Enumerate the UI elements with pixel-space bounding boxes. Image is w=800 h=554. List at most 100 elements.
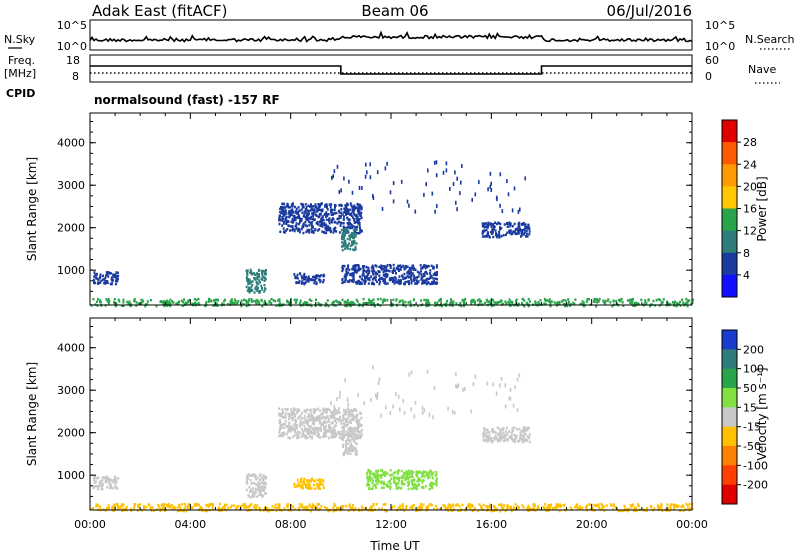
data-point <box>328 228 330 232</box>
colorbar-tick-label: 24 <box>743 158 757 171</box>
data-point <box>680 505 683 508</box>
data-point <box>426 472 429 475</box>
data-point <box>149 298 152 302</box>
range-tick-label: 1000 <box>57 469 85 482</box>
data-point <box>508 430 511 433</box>
data-point <box>502 234 505 237</box>
data-point <box>349 438 352 442</box>
data-point <box>348 242 350 245</box>
data-point <box>512 439 515 443</box>
data-point <box>369 479 372 482</box>
data-point <box>397 479 400 482</box>
data-point <box>333 414 336 417</box>
data-point <box>424 484 427 488</box>
data-point <box>113 503 115 507</box>
data-point <box>527 304 530 308</box>
data-point <box>591 507 594 510</box>
data-point <box>303 278 305 281</box>
data-point <box>486 505 489 508</box>
data-point <box>129 302 132 305</box>
data-point <box>445 304 448 307</box>
data-point <box>104 276 107 280</box>
data-point <box>528 226 531 230</box>
data-point <box>489 230 492 234</box>
data-point <box>379 277 382 280</box>
data-point <box>114 282 117 286</box>
data-point <box>325 416 328 419</box>
data-point <box>291 227 294 230</box>
data-point <box>430 503 433 506</box>
data-point <box>265 476 268 479</box>
data-point <box>377 480 380 483</box>
data-point <box>411 266 414 270</box>
data-point <box>307 210 310 213</box>
data-point <box>325 435 328 438</box>
data-point <box>250 298 253 301</box>
data-point <box>105 298 108 301</box>
data-point <box>297 434 300 437</box>
data-point <box>323 506 326 509</box>
range-tick-label: 1000 <box>57 264 85 277</box>
data-point <box>150 506 153 509</box>
data-point <box>292 214 295 218</box>
data-point <box>382 473 385 476</box>
freq-tick-top: 18 <box>66 54 80 67</box>
data-point <box>425 304 428 308</box>
data-point <box>635 301 638 305</box>
data-point <box>229 505 232 509</box>
sky-noise-panel: N.Sky 10^5 10^0 10^5 10^0 N.Search <box>4 19 795 53</box>
data-point <box>350 429 353 432</box>
data-point <box>261 487 264 490</box>
data-point <box>384 166 387 171</box>
data-point <box>298 209 301 212</box>
data-point <box>395 267 398 270</box>
data-point <box>534 303 537 306</box>
data-point <box>250 502 253 506</box>
data-point <box>350 204 353 207</box>
data-point <box>621 301 624 304</box>
data-point <box>360 436 362 439</box>
data-point <box>318 419 321 422</box>
data-point <box>466 506 469 509</box>
data-point <box>346 246 349 249</box>
data-point <box>263 272 266 276</box>
data-point <box>555 503 558 506</box>
data-point <box>289 413 292 416</box>
data-point <box>395 484 397 487</box>
data-point <box>347 436 350 439</box>
data-point <box>316 482 319 486</box>
data-point <box>253 473 256 476</box>
data-point <box>347 302 350 305</box>
data-point <box>371 509 374 512</box>
data-point <box>254 508 257 511</box>
data-point <box>290 225 293 228</box>
data-point <box>330 218 333 222</box>
data-point <box>392 276 395 280</box>
data-point <box>352 415 355 418</box>
data-point <box>619 298 622 302</box>
data-point <box>242 303 245 306</box>
data-point <box>288 421 291 424</box>
data-point <box>435 264 438 267</box>
data-point <box>506 179 508 184</box>
data-point <box>521 297 524 301</box>
data-point <box>417 506 420 510</box>
data-point <box>484 438 487 442</box>
data-point <box>352 416 355 420</box>
data-point <box>263 482 265 485</box>
colorbar-tick-label: -15 <box>743 421 761 434</box>
data-point <box>92 297 95 301</box>
data-point <box>400 507 403 511</box>
data-point <box>492 224 495 227</box>
data-point <box>208 297 210 301</box>
data-point <box>344 227 347 231</box>
data-point <box>312 231 315 234</box>
data-point <box>681 298 684 301</box>
data-point <box>360 207 363 211</box>
data-point <box>313 218 316 221</box>
data-point <box>456 384 458 389</box>
data-point <box>435 470 438 474</box>
data-point <box>380 264 383 267</box>
data-point <box>411 508 414 511</box>
data-point <box>419 264 422 267</box>
